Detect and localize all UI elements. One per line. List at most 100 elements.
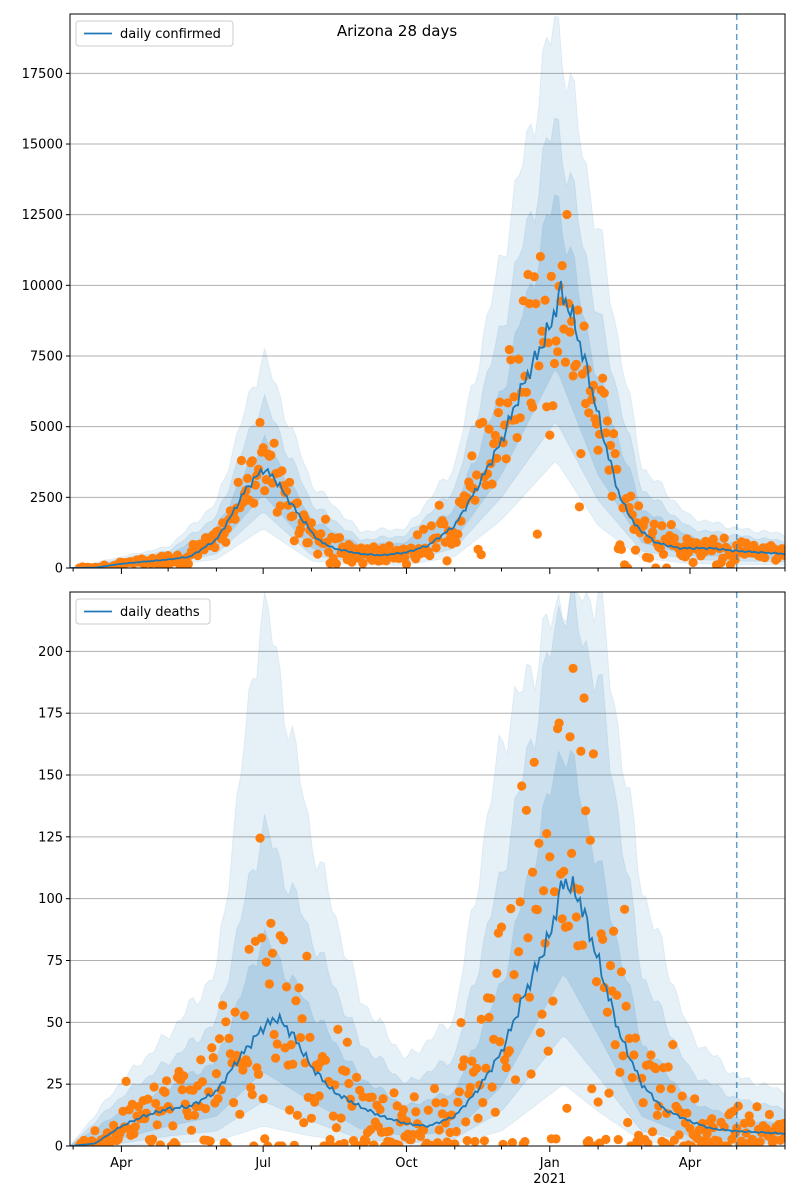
observed-point	[302, 951, 312, 961]
observed-point	[451, 1126, 461, 1137]
observed-point	[509, 392, 519, 402]
observed-point	[425, 551, 435, 561]
observed-point	[579, 321, 589, 331]
y-tick-label: 7500	[30, 350, 63, 365]
observed-point	[643, 1138, 653, 1146]
observed-point	[288, 511, 298, 521]
observed-point	[470, 1136, 480, 1146]
observed-point	[669, 533, 680, 543]
observed-point	[423, 1105, 433, 1115]
observed-point	[489, 439, 499, 449]
x-tick-label: Apr	[679, 1156, 702, 1171]
observed-point	[651, 563, 661, 568]
observed-point	[261, 957, 271, 967]
observed-point	[451, 537, 461, 548]
observed-point	[654, 1101, 664, 1111]
observed-point	[171, 1140, 181, 1146]
observed-point	[272, 1039, 282, 1049]
observed-point	[532, 905, 542, 915]
observed-point	[568, 371, 578, 381]
observed-point	[266, 450, 276, 460]
observed-point	[610, 1040, 620, 1050]
observed-point	[651, 1064, 661, 1074]
observed-point	[479, 1136, 489, 1146]
observed-point	[277, 1141, 287, 1146]
observed-point	[534, 361, 544, 371]
observed-point	[605, 960, 616, 971]
observed-point	[291, 996, 301, 1006]
observed-point	[610, 449, 620, 459]
observed-point	[521, 387, 532, 397]
observed-point	[419, 1125, 429, 1135]
observed-point	[155, 1140, 165, 1146]
observed-point	[412, 530, 422, 540]
observed-point	[598, 373, 608, 383]
observed-point	[584, 408, 594, 418]
observed-point	[121, 1076, 131, 1086]
observed-point	[260, 1134, 270, 1144]
observed-point	[277, 466, 287, 476]
observed-point	[616, 967, 627, 977]
observed-point	[472, 1063, 482, 1073]
observed-point	[230, 1007, 240, 1017]
observed-point	[266, 918, 276, 928]
observed-point	[476, 550, 486, 560]
observed-point	[102, 1128, 112, 1138]
observed-point	[476, 1014, 486, 1024]
observed-point	[646, 1050, 656, 1060]
observed-point	[571, 359, 581, 369]
y-tick-label: 0	[55, 1140, 63, 1155]
observed-point	[484, 1012, 494, 1023]
observed-point	[243, 473, 253, 483]
observed-point	[663, 1062, 673, 1072]
x-tick-label: Oct	[395, 1156, 417, 1171]
chart-title: Arizona 28 days	[337, 22, 458, 40]
observed-point	[573, 305, 583, 315]
observed-point	[160, 1087, 170, 1097]
observed-point	[584, 1136, 594, 1146]
observed-point	[339, 1138, 349, 1146]
observed-point	[257, 933, 267, 943]
observed-point	[630, 545, 641, 555]
observed-point	[760, 553, 770, 563]
observed-point	[562, 1103, 572, 1113]
observed-point	[487, 479, 497, 489]
observed-point	[434, 500, 444, 510]
observed-point	[506, 904, 516, 914]
observed-point	[439, 1098, 449, 1108]
observed-point	[537, 1009, 547, 1019]
observed-point	[439, 519, 449, 529]
observed-point	[688, 557, 698, 568]
model-line	[70, 876, 785, 1146]
observed-point	[221, 1017, 231, 1027]
observed-point	[238, 1065, 248, 1075]
observed-point	[571, 912, 581, 922]
observed-point	[492, 968, 502, 979]
observed-point	[658, 549, 669, 559]
observed-point	[613, 1135, 623, 1145]
legend: daily deaths	[75, 598, 211, 625]
observed-point	[531, 299, 541, 309]
observed-point	[501, 454, 511, 464]
observed-point	[344, 1078, 354, 1089]
observed-point	[512, 433, 522, 443]
observed-point	[286, 1040, 296, 1050]
observed-point	[627, 1073, 637, 1083]
observed-point	[275, 501, 285, 511]
observed-point	[509, 970, 519, 980]
observed-point	[398, 1105, 408, 1115]
observed-point	[90, 1126, 100, 1136]
observed-point	[524, 992, 535, 1002]
observed-point	[149, 1082, 159, 1092]
observed-point	[341, 1066, 351, 1076]
observed-point	[369, 1140, 379, 1146]
observed-point	[314, 1091, 324, 1101]
observed-point	[587, 1084, 597, 1094]
observed-point	[609, 926, 619, 936]
observed-point	[375, 1104, 385, 1115]
observed-point	[306, 518, 316, 528]
observed-point	[152, 1120, 162, 1130]
observed-point	[581, 806, 591, 816]
observed-point	[221, 537, 231, 547]
observed-point	[562, 209, 572, 220]
